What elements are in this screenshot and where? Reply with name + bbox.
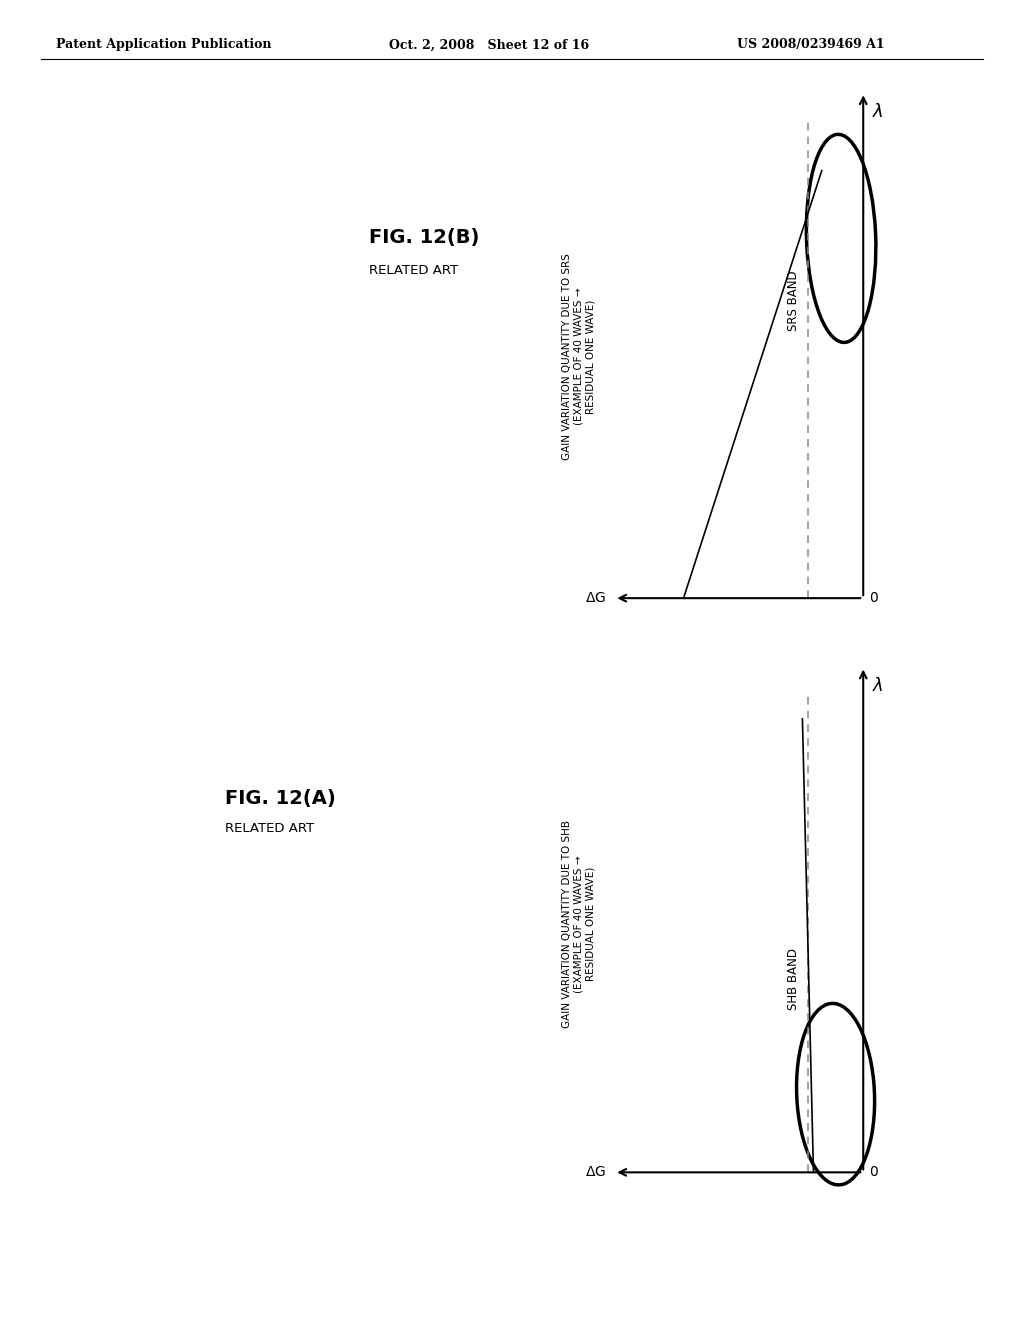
Text: $\lambda$: $\lambda$ [871, 677, 883, 696]
Text: 0: 0 [868, 591, 878, 605]
Text: RELATED ART: RELATED ART [225, 822, 314, 836]
Text: FIG. 12(B): FIG. 12(B) [369, 228, 479, 247]
Text: US 2008/0239469 A1: US 2008/0239469 A1 [737, 38, 885, 51]
Text: Patent Application Publication: Patent Application Publication [56, 38, 271, 51]
Text: FIG. 12(A): FIG. 12(A) [225, 789, 336, 808]
Text: $\Delta$G: $\Delta$G [585, 1166, 606, 1179]
Text: 0: 0 [868, 1166, 878, 1179]
Text: $\Delta$G: $\Delta$G [585, 591, 606, 605]
Text: $\lambda$: $\lambda$ [871, 103, 883, 121]
Text: GAIN VARIATION QUANTITY DUE TO SRS
(EXAMPLE OF 40 WAVES →
RESIDUAL ONE WAVE): GAIN VARIATION QUANTITY DUE TO SRS (EXAM… [562, 253, 595, 459]
Text: Oct. 2, 2008   Sheet 12 of 16: Oct. 2, 2008 Sheet 12 of 16 [389, 38, 589, 51]
Text: GAIN VARIATION QUANTITY DUE TO SHB
(EXAMPLE OF 40 WAVES →
RESIDUAL ONE WAVE): GAIN VARIATION QUANTITY DUE TO SHB (EXAM… [562, 820, 595, 1028]
Text: SHB BAND: SHB BAND [786, 949, 800, 1010]
Text: RELATED ART: RELATED ART [369, 264, 458, 277]
Text: SRS BAND: SRS BAND [786, 271, 800, 331]
